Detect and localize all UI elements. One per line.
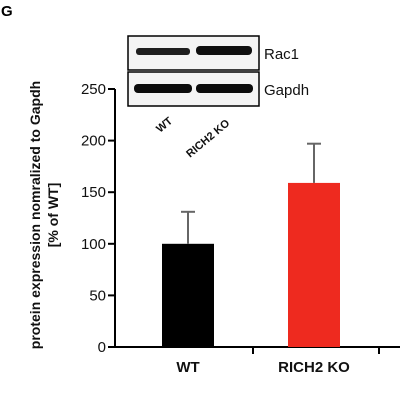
y-tick-label: 50 [89, 287, 106, 304]
panel-letter: G [1, 3, 13, 20]
y-tick-label: 200 [81, 133, 106, 150]
x-category-label: WT [176, 359, 199, 376]
axes: 0 50 100 150 200 250 WT RICH2 KO [81, 81, 400, 376]
blot-band-gapdh-ko [196, 84, 253, 93]
lane-label-rich2-ko: RICH2 KO [184, 117, 232, 160]
western-blot-inset: Rac1 Gapdh WT RICH2 KO [127, 35, 309, 160]
lane-label-wt: WT [154, 115, 175, 135]
blot-band-rac1-wt [136, 48, 190, 55]
bar-rich2-ko [288, 182, 340, 347]
y-tick-label: 0 [98, 339, 106, 356]
blot-label-rac1: Rac1 [264, 46, 299, 63]
x-category-label: RICH2 KO [278, 359, 350, 376]
blot-band-gapdh-wt [134, 84, 192, 93]
y-tick-label: 100 [81, 236, 106, 253]
blot-label-gapdh: Gapdh [264, 82, 309, 99]
blot-band-rac1-ko [196, 46, 252, 55]
y-axis-label-line2: [% of WT] [45, 183, 61, 248]
y-tick-label: 250 [81, 81, 106, 98]
bars [162, 142, 340, 347]
bar-wt [162, 243, 214, 347]
y-axis-label-line1: protein expression nomralized to Gapdh [27, 81, 43, 349]
y-tick-label: 150 [81, 184, 106, 201]
